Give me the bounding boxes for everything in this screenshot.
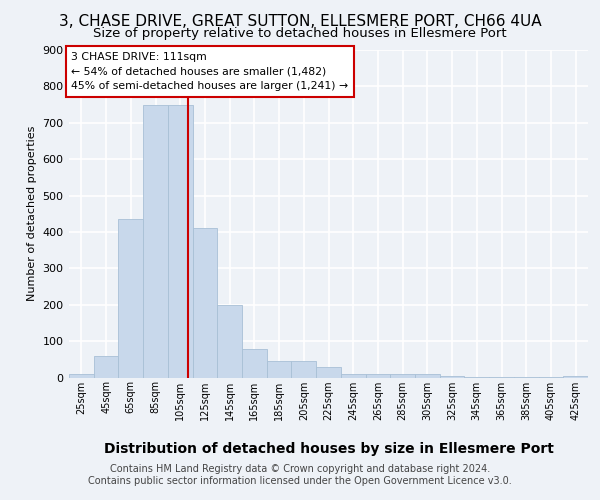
Bar <box>267 361 292 378</box>
Bar <box>563 376 588 378</box>
Bar <box>69 374 94 378</box>
Bar <box>118 219 143 378</box>
Bar <box>415 374 440 378</box>
Bar <box>217 304 242 378</box>
Text: Contains HM Land Registry data © Crown copyright and database right 2024.: Contains HM Land Registry data © Crown c… <box>110 464 490 474</box>
Bar <box>316 368 341 378</box>
Bar <box>94 356 118 378</box>
Bar <box>341 374 365 378</box>
Y-axis label: Number of detached properties: Number of detached properties <box>27 126 37 302</box>
Bar <box>365 374 390 378</box>
Bar <box>390 374 415 378</box>
Bar <box>143 104 168 378</box>
Text: 3 CHASE DRIVE: 111sqm
← 54% of detached houses are smaller (1,482)
45% of semi-d: 3 CHASE DRIVE: 111sqm ← 54% of detached … <box>71 52 349 92</box>
Bar <box>292 361 316 378</box>
Text: Size of property relative to detached houses in Ellesmere Port: Size of property relative to detached ho… <box>93 28 507 40</box>
Bar <box>193 228 217 378</box>
Bar <box>464 377 489 378</box>
Bar <box>440 376 464 378</box>
Text: Contains public sector information licensed under the Open Government Licence v3: Contains public sector information licen… <box>88 476 512 486</box>
Bar <box>242 349 267 378</box>
Bar <box>168 104 193 378</box>
Text: Distribution of detached houses by size in Ellesmere Port: Distribution of detached houses by size … <box>104 442 554 456</box>
Text: 3, CHASE DRIVE, GREAT SUTTON, ELLESMERE PORT, CH66 4UA: 3, CHASE DRIVE, GREAT SUTTON, ELLESMERE … <box>59 14 541 29</box>
